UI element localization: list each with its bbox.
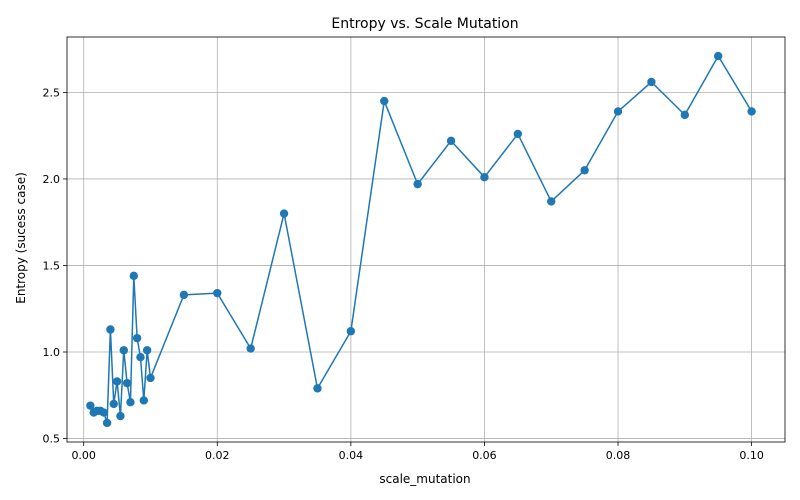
data-point xyxy=(413,179,422,189)
data-point xyxy=(136,352,145,362)
x-tick-label: 0.00 xyxy=(71,449,96,462)
data-point xyxy=(106,325,115,334)
data-point xyxy=(346,327,356,336)
series-layer xyxy=(86,51,756,428)
data-point xyxy=(380,96,389,106)
data-point xyxy=(129,271,138,281)
data-point xyxy=(513,129,523,139)
data-point xyxy=(112,377,122,386)
y-tick-label: 2.5 xyxy=(43,86,61,99)
data-point xyxy=(213,288,222,298)
data-point xyxy=(142,346,152,355)
plot-frame xyxy=(66,36,786,443)
data-point xyxy=(279,209,289,218)
data-point xyxy=(99,408,108,417)
y-axis: 0.5 1.0 1.5 2.0 2.5 xyxy=(43,86,67,446)
data-point xyxy=(313,384,322,393)
data-point xyxy=(179,290,189,300)
x-tick-label: 0.06 xyxy=(472,449,497,462)
x-tick-label: 0.08 xyxy=(606,449,631,462)
chart-title: Entropy vs. Scale Mutation xyxy=(331,16,518,32)
x-axis: 0.00 0.02 0.04 0.06 0.08 0.10 xyxy=(71,442,764,462)
x-tick-label: 0.04 xyxy=(339,449,364,462)
data-point xyxy=(146,373,155,383)
data-point xyxy=(126,397,135,407)
data-point xyxy=(102,418,112,428)
data-point xyxy=(119,346,128,355)
data-point xyxy=(747,107,756,116)
data-point xyxy=(139,396,149,405)
y-tick-label: 0.5 xyxy=(43,433,61,446)
y-axis-label: Entropy (sucess case) xyxy=(14,172,28,304)
data-point xyxy=(647,77,656,87)
data-point xyxy=(680,110,690,120)
y-tick-label: 1.5 xyxy=(43,259,61,272)
grid xyxy=(67,37,785,442)
data-point xyxy=(613,107,623,116)
data-point xyxy=(86,401,95,410)
x-axis-label: scale_mutation xyxy=(379,472,470,486)
data-point xyxy=(446,136,456,146)
data-point xyxy=(480,172,489,182)
data-point xyxy=(109,399,118,409)
y-tick-label: 1.0 xyxy=(43,346,61,359)
data-point xyxy=(246,344,255,353)
data-point xyxy=(132,333,142,343)
y-tick-label: 2.0 xyxy=(43,173,61,186)
x-tick-label: 0.02 xyxy=(205,449,230,462)
data-point xyxy=(580,166,589,175)
data-point xyxy=(122,378,132,388)
data-point xyxy=(714,51,723,61)
data-point xyxy=(547,197,556,206)
data-point xyxy=(116,411,125,421)
x-tick-label: 0.10 xyxy=(739,449,764,462)
